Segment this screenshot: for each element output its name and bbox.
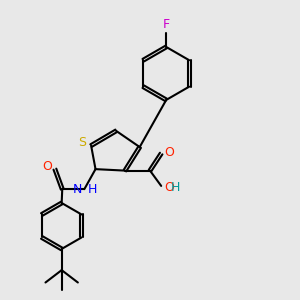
Text: H: H xyxy=(171,181,180,194)
Text: O: O xyxy=(42,160,52,173)
Text: O: O xyxy=(164,181,174,194)
Text: S: S xyxy=(78,136,86,148)
Text: O: O xyxy=(164,146,174,159)
Text: H: H xyxy=(88,183,97,196)
Text: N: N xyxy=(73,183,82,196)
Text: F: F xyxy=(163,18,170,31)
